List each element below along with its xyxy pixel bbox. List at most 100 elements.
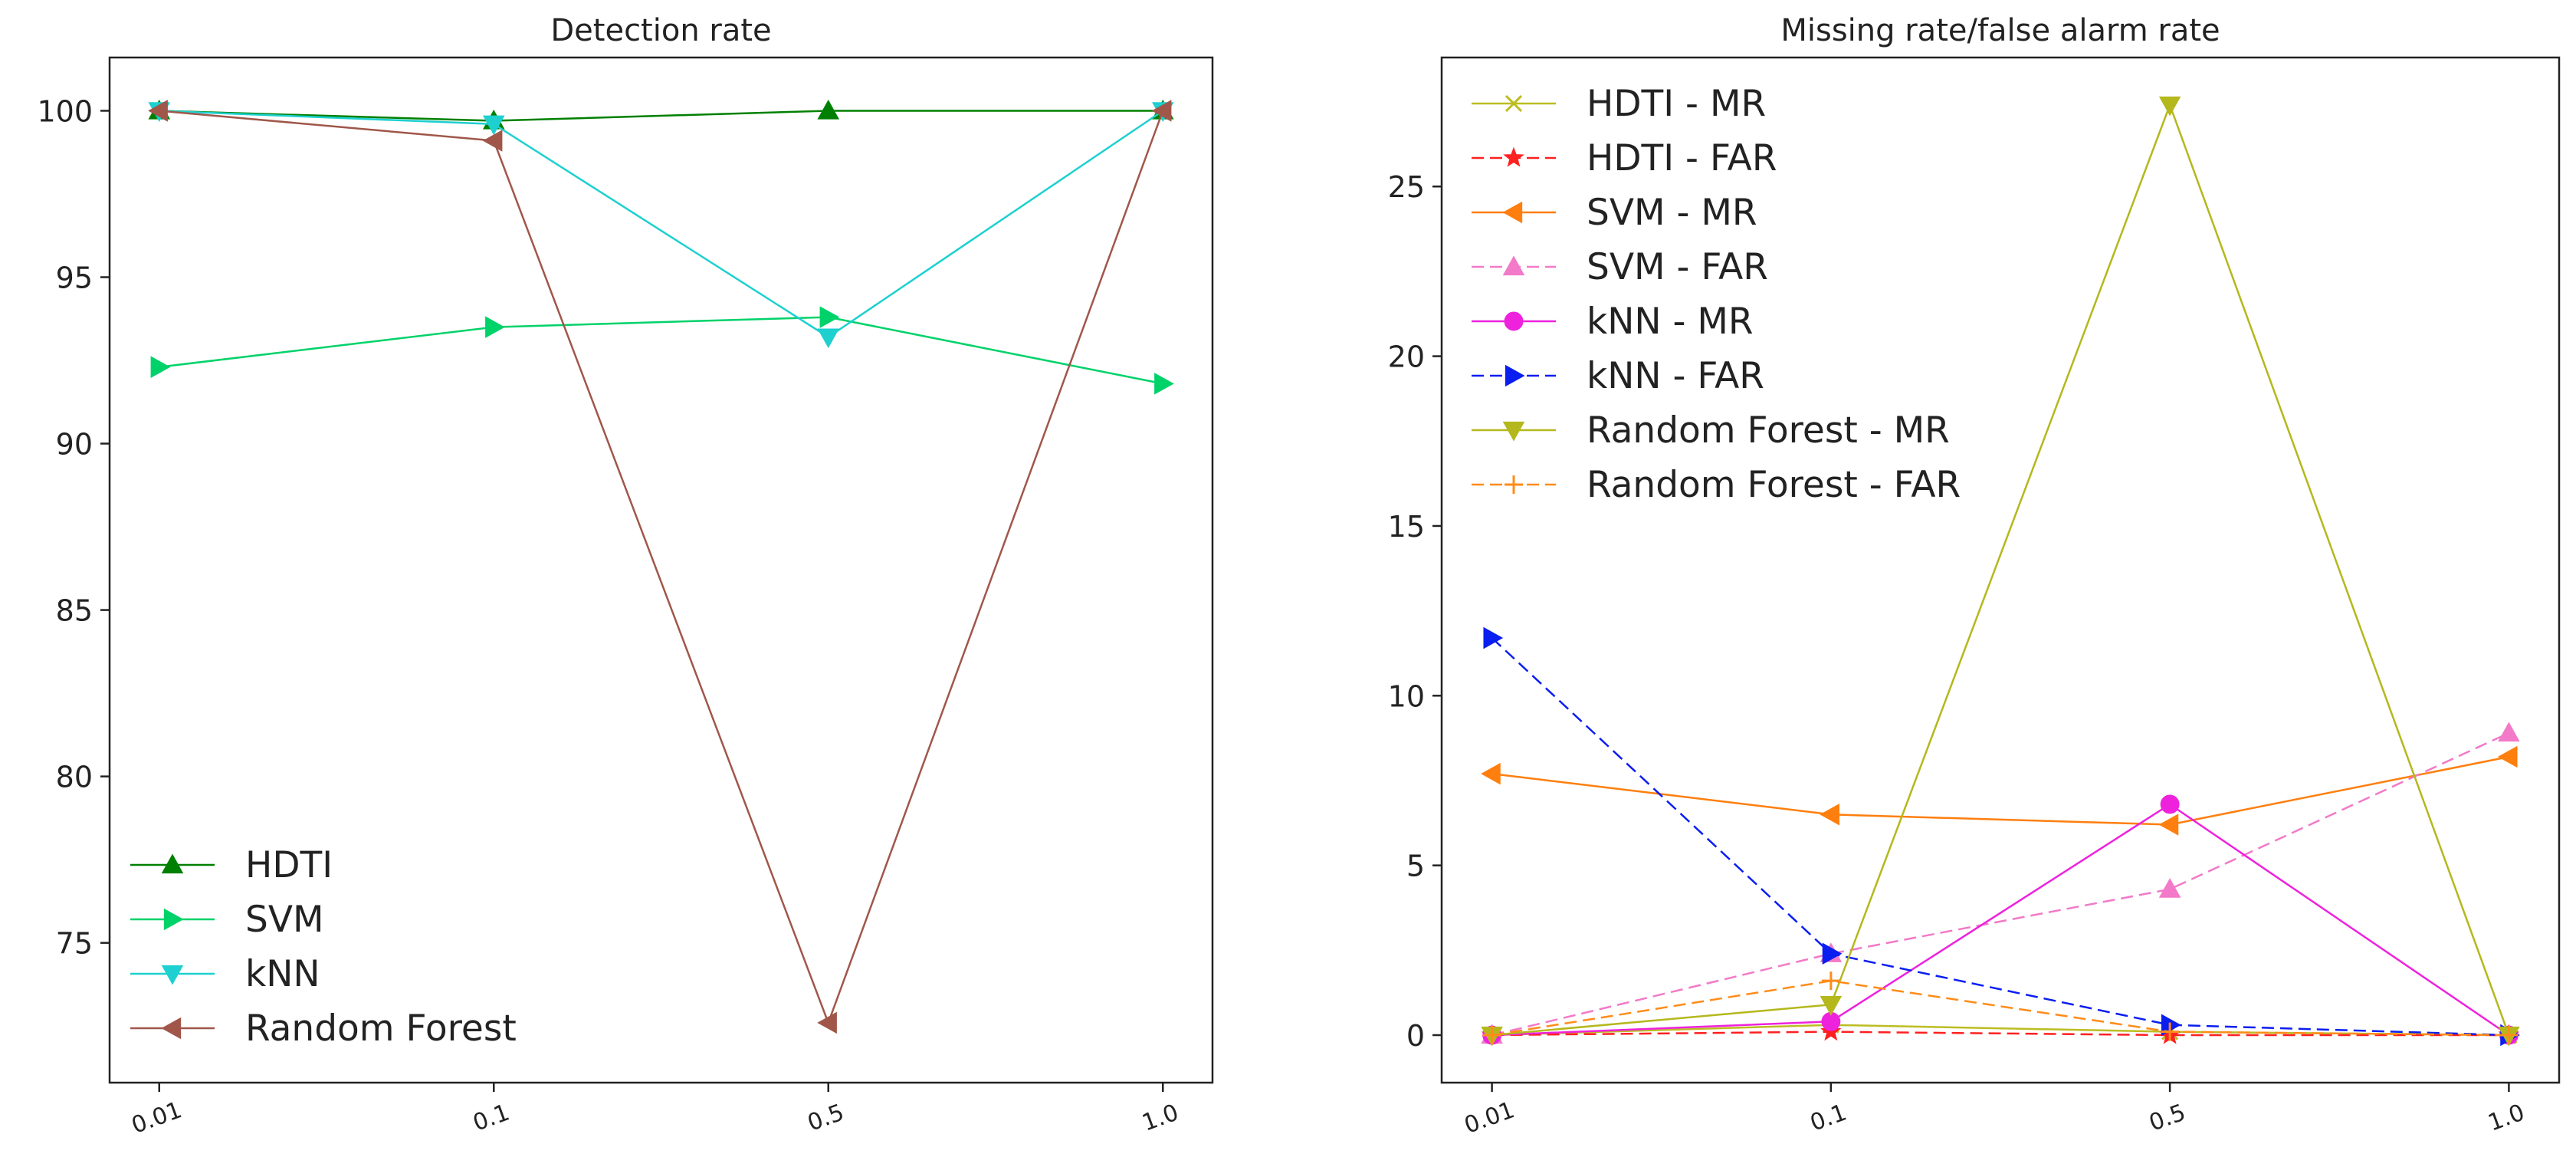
series-line — [1491, 731, 2509, 1037]
legend-entry: SVM - FAR — [1472, 246, 1768, 288]
x-tick-label: 1.0 — [1139, 1099, 1183, 1136]
legend-entry: Random Forest — [130, 1008, 517, 1050]
legend-label: kNN - FAR — [1587, 355, 1764, 397]
missing-false-alarm-rate-panel: Missing rate/false alarm rate 0 5 10 15 20 25 0… — [1388, 13, 2561, 1139]
series-line — [159, 316, 1163, 385]
y-tick-label: 25 — [1388, 170, 1425, 204]
x-tick-label: 1.0 — [2485, 1099, 2528, 1136]
plot-frame — [108, 56, 1214, 1084]
data-point-marker — [2158, 878, 2181, 898]
data-point-marker — [150, 356, 171, 378]
legend-entry: SVM - MR — [1472, 192, 1757, 234]
series-random-forest-mr — [1481, 96, 2520, 1047]
legend-entry: SVM — [130, 899, 324, 941]
legend-label: SVM — [245, 899, 324, 941]
chart-title: Detection rate — [550, 13, 771, 48]
series-knn — [148, 102, 1174, 349]
legend: HDTI SVM kNN Random Forest — [130, 844, 517, 1050]
x-tick-label: 0.1 — [1806, 1099, 1850, 1136]
legend-marker — [1502, 201, 1523, 224]
y-tick-label: 95 — [56, 261, 93, 295]
legend-marker — [1505, 364, 1525, 387]
y-tick-label: 20 — [1388, 340, 1425, 374]
legend-label: HDTI - MR — [1587, 83, 1766, 125]
legend-label: Random Forest - FAR — [1587, 464, 1961, 506]
y-tick-label: 100 — [37, 94, 93, 128]
legend-marker — [161, 965, 184, 985]
data-point-marker — [2160, 794, 2180, 814]
chart-title: Missing rate/false alarm rate — [1780, 13, 2220, 48]
detection-rate-panel: Detection rate 75 80 85 90 95 100 0.01 0.1 0.5 1.0… — [37, 13, 1214, 1139]
series-line — [159, 110, 1164, 1026]
data-point-marker — [817, 328, 840, 349]
legend-label: kNN - MR — [1587, 301, 1754, 343]
legend-entry: Random Forest - MR — [1472, 409, 1950, 452]
x-tick-label: 0.1 — [470, 1099, 514, 1136]
data-point-marker — [2161, 1022, 2180, 1041]
data-point-marker — [2158, 814, 2179, 836]
y-tick-label: 80 — [56, 761, 93, 794]
x-tick-label: 0.5 — [2145, 1099, 2189, 1136]
legend-entry: Random Forest - FAR — [1472, 464, 1961, 506]
x-tick-label: 0.5 — [804, 1099, 848, 1136]
legend-label: Random Forest - MR — [1587, 409, 1950, 452]
legend-marker — [1505, 94, 1523, 113]
series-knn-mr — [1482, 794, 2519, 1045]
series-svm-mr — [1481, 745, 2518, 836]
data-point-marker — [2497, 745, 2518, 768]
legend-label: SVM - MR — [1587, 192, 1757, 234]
series-svm — [150, 306, 1174, 395]
data-point-marker — [482, 115, 505, 136]
y-tick-label: 85 — [56, 594, 93, 628]
series-svm-far — [1481, 722, 2520, 1044]
legend-entry: kNN - MR — [1472, 301, 1754, 343]
series-random-forest — [148, 100, 1172, 1034]
legend-marker — [1503, 146, 1524, 167]
series-line — [159, 110, 1163, 122]
series-line — [159, 110, 1163, 339]
series-line — [1491, 637, 2509, 1037]
y-tick-label: 0 — [1406, 1019, 1425, 1053]
legend-label: HDTI - FAR — [1587, 137, 1777, 179]
data-point-marker — [2499, 1026, 2519, 1045]
legend-entry: kNN - FAR — [1472, 355, 1764, 397]
series-random-forest-far — [1482, 971, 2519, 1045]
data-point-marker — [2158, 96, 2181, 117]
y-tick-label: 5 — [1406, 850, 1425, 883]
data-point-marker — [817, 1011, 837, 1034]
legend-marker — [161, 1017, 182, 1040]
legend-marker — [161, 853, 184, 874]
series-hdti-far — [1481, 1021, 2520, 1044]
data-point-marker — [1822, 942, 1843, 965]
data-point-marker — [1154, 373, 1174, 395]
legend-entry: HDTI - MR — [1472, 83, 1766, 125]
legend-marker — [163, 908, 184, 931]
y-tick-label: 10 — [1388, 679, 1425, 713]
legend-label: Random Forest — [245, 1008, 517, 1050]
legend-marker — [1504, 311, 1524, 331]
data-point-marker — [148, 100, 168, 122]
legend-label: kNN — [245, 953, 320, 995]
y-tick-label: 75 — [56, 927, 93, 961]
legend-marker — [1502, 421, 1525, 442]
plot-frame — [1440, 56, 2561, 1084]
series-line — [1491, 803, 2510, 1037]
data-point-marker — [485, 316, 505, 338]
legend-label: SVM - FAR — [1587, 246, 1768, 288]
data-point-marker — [1820, 996, 1843, 1016]
y-tick-label: 15 — [1388, 510, 1425, 544]
y-tick-label: 90 — [56, 428, 93, 462]
x-tick-label: 0.01 — [1461, 1096, 1518, 1139]
legend: HDTI - MR HDTI - FAR SVM - MR SVM - FAR kNN … — [1472, 83, 1961, 506]
data-point-marker — [1820, 803, 1840, 826]
legend-label: HDTI — [245, 844, 333, 886]
series-line — [1491, 1031, 2509, 1037]
series-line — [1491, 979, 2509, 1037]
legend-entry: HDTI — [130, 844, 333, 886]
data-point-marker — [817, 99, 840, 120]
data-point-marker — [1483, 626, 1504, 649]
series-line — [1491, 102, 2510, 1037]
series-knn-far — [1483, 626, 2520, 1047]
